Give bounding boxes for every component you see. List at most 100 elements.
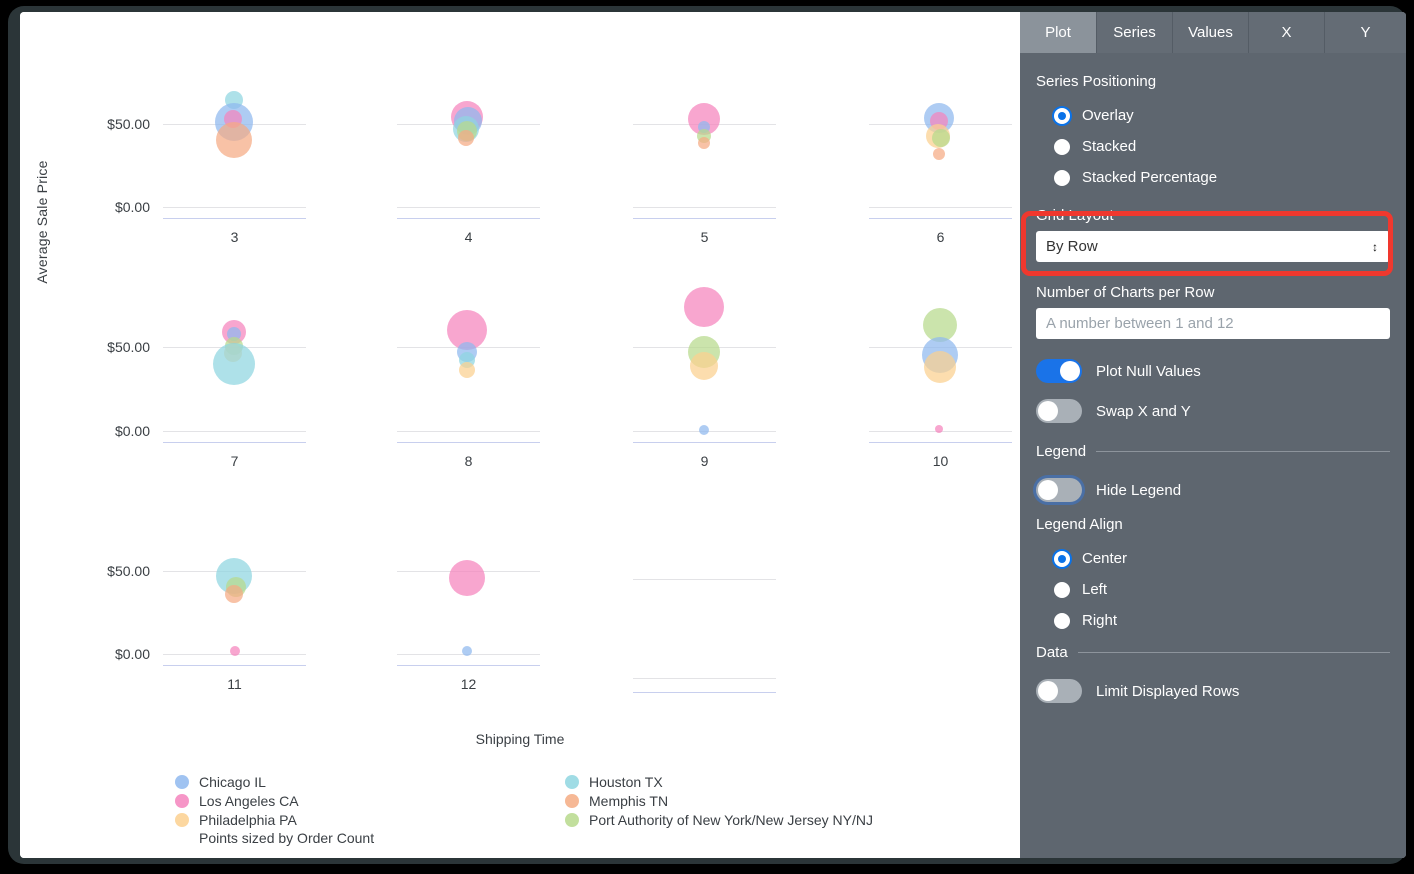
window-inner: Average Sale Price $50.00 $0.00 3 4 5 6 [20, 12, 1406, 858]
data-point[interactable] [924, 351, 956, 383]
settings-panel: Plot Series Values X Y Series Positionin… [1020, 12, 1406, 858]
gridline [633, 579, 776, 580]
legend-item[interactable]: Philadelphia PA [175, 810, 374, 829]
radio-icon [1054, 612, 1070, 629]
legend-size-note: Points sized by Order Count [199, 830, 375, 846]
charts-per-row-input[interactable] [1036, 308, 1390, 339]
tab-x[interactable]: X [1249, 12, 1325, 53]
toggle-label: Swap X and Y [1096, 402, 1191, 420]
data-point[interactable] [458, 130, 474, 146]
panel-label-12: 12 [460, 676, 477, 692]
toggle-hide-legend[interactable]: Hide Legend [1036, 470, 1390, 510]
radio-icon [1054, 169, 1070, 186]
panel-label-11: 11 [227, 676, 242, 692]
divider [1096, 451, 1390, 452]
toggle-switch-icon [1036, 478, 1082, 502]
data-point[interactable] [935, 425, 943, 433]
axis-line [633, 692, 776, 693]
grid-layout-label: Grid Layout [1036, 207, 1114, 224]
radio-icon [1054, 138, 1070, 155]
tab-values[interactable]: Values [1173, 12, 1249, 53]
radio-legend-align-center[interactable]: Center [1036, 543, 1390, 574]
chevron-updown-icon: ↕ [1372, 239, 1378, 254]
legend-section-header: Legend [1036, 443, 1390, 460]
grid-layout-select[interactable]: By Row ↕ [1036, 231, 1390, 262]
axis-line [633, 218, 776, 219]
legend-column-left: Chicago IL Los Angeles CA Philadelphia P… [175, 772, 374, 846]
legend-align-title: Legend Align [1036, 516, 1123, 533]
radio-legend-align-right[interactable]: Right [1036, 605, 1390, 636]
y-tick-50: $50.00 [107, 116, 150, 132]
data-point[interactable] [462, 646, 472, 656]
radio-label: Right [1082, 612, 1118, 629]
legend-item[interactable]: Los Angeles CA [175, 791, 374, 810]
panel-label-9: 9 [700, 453, 709, 469]
toggle-label: Hide Legend [1096, 481, 1182, 499]
y-tick-0: $0.00 [114, 423, 150, 439]
legend-item[interactable]: Memphis TN [565, 791, 873, 810]
settings-body: Series Positioning Overlay Stacked Stack… [1020, 53, 1406, 858]
panel-label-7: 7 [230, 453, 239, 469]
data-point[interactable] [459, 362, 475, 378]
radio-icon [1054, 550, 1070, 567]
radio-stacked[interactable]: Stacked [1036, 131, 1390, 162]
y-tick-0: $0.00 [114, 199, 150, 215]
panel-label-4: 4 [464, 229, 473, 245]
legend-label: Memphis TN [589, 792, 669, 809]
legend-item[interactable]: Port Authority of New York/New Jersey NY… [565, 810, 873, 829]
settings-tabbar: Plot Series Values X Y [1020, 12, 1406, 53]
radio-legend-align-left[interactable]: Left [1036, 574, 1390, 605]
toggle-swap-x-and-y[interactable]: Swap X and Y [1036, 391, 1390, 431]
legend-color-swatch-icon [175, 774, 189, 789]
legend-label: Chicago IL [199, 773, 266, 790]
legend-color-swatch-icon [565, 774, 579, 789]
radio-label: Stacked [1082, 138, 1137, 155]
radio-label: Left [1082, 581, 1108, 598]
y-axis-title: Average Sale Price [34, 160, 50, 284]
y-tick-50: $50.00 [107, 563, 150, 579]
panel-label-5: 5 [700, 229, 709, 245]
legend-color-swatch-icon [175, 812, 189, 827]
data-point[interactable] [684, 287, 724, 327]
legend-color-swatch-icon [175, 793, 189, 808]
data-point[interactable] [230, 646, 240, 656]
gridline [397, 207, 540, 208]
legend-item[interactable]: Chicago IL [175, 772, 374, 791]
tab-y[interactable]: Y [1360, 24, 1371, 41]
legend-color-swatch-icon [565, 793, 579, 808]
axis-line [163, 665, 306, 666]
data-point[interactable] [699, 425, 709, 435]
data-point[interactable] [923, 308, 957, 342]
gridline [397, 431, 540, 432]
toggle-switch-icon [1036, 359, 1082, 383]
radio-stacked-percentage[interactable]: Stacked Percentage [1036, 162, 1390, 193]
data-point[interactable] [225, 585, 243, 603]
data-point[interactable] [449, 560, 485, 596]
toggle-limit-displayed-rows[interactable]: Limit Displayed Rows [1036, 671, 1390, 711]
toggle-plot-null-values[interactable]: Plot Null Values [1036, 351, 1390, 391]
panel-label-3: 3 [230, 229, 239, 245]
axis-line [397, 665, 540, 666]
toggle-label: Limit Displayed Rows [1096, 682, 1240, 700]
data-point[interactable] [216, 122, 252, 158]
data-section-header: Data [1036, 644, 1390, 661]
series-positioning-title: Series Positioning [1036, 73, 1157, 90]
radio-label: Center [1082, 550, 1128, 567]
data-point[interactable] [213, 343, 255, 385]
radio-overlay[interactable]: Overlay [1036, 100, 1390, 131]
legend-label: Port Authority of New York/New Jersey NY… [589, 811, 873, 828]
gridline [163, 431, 306, 432]
data-point[interactable] [690, 352, 718, 380]
radio-label: Stacked Percentage [1082, 169, 1218, 186]
legend-label: Houston TX [589, 773, 663, 790]
gridline [163, 207, 306, 208]
toggle-switch-icon [1036, 399, 1082, 423]
data-point[interactable] [932, 129, 950, 147]
legend-item[interactable]: Houston TX [565, 772, 873, 791]
data-point[interactable] [933, 148, 945, 160]
data-point[interactable] [698, 137, 710, 149]
tab-series[interactable]: Series [1097, 12, 1173, 53]
tab-plot[interactable]: Plot [1020, 12, 1097, 53]
toggle-label: Plot Null Values [1096, 362, 1201, 380]
